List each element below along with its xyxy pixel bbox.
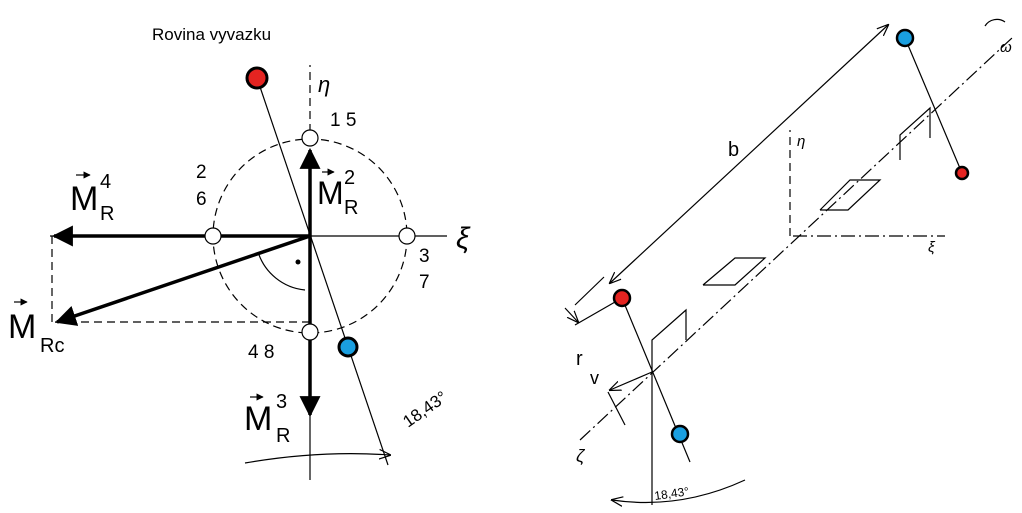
dimension-rv (610, 371, 653, 390)
vector-sub: R (344, 197, 358, 219)
right-diagram: b η ξ ω r v ζ 18,43° (564, 18, 1013, 505)
blue-mass (670, 424, 690, 444)
eta-label: η (797, 133, 805, 150)
point-label: 6 (196, 189, 207, 210)
balance-plane-line (256, 77, 389, 466)
dimension-rv (564, 307, 578, 322)
crank (819, 179, 882, 211)
vector-symbol: M (244, 400, 272, 438)
mass-line (904, 37, 963, 174)
crank (702, 257, 767, 286)
eta-label: η (318, 72, 330, 97)
point-marker (301, 323, 319, 341)
crank (899, 106, 931, 160)
point-marker (204, 227, 222, 245)
angle-arc (612, 479, 746, 503)
point-label: 3 (419, 246, 430, 267)
vector-sub: Rc (40, 335, 64, 357)
extension-line (574, 276, 605, 306)
blue-mass (337, 336, 359, 358)
point-marker (398, 227, 416, 245)
point-label: 2 (196, 162, 207, 183)
angle-label: 18,43° (653, 484, 690, 503)
vector-mrc (55, 234, 311, 326)
omega-arc (984, 18, 1006, 27)
r-label: r (576, 348, 583, 370)
blue-mass (895, 28, 915, 48)
angle-arc (244, 454, 390, 464)
omega-label: ω (1000, 39, 1012, 56)
crank (651, 308, 687, 372)
vector-sub: R (100, 203, 114, 225)
point-label: 1 5 (330, 110, 356, 131)
red-mass (954, 165, 970, 181)
vector-symbol: M (70, 180, 98, 218)
dimension-b (610, 25, 888, 283)
point-label: 7 (419, 272, 430, 293)
plane-label: Rovina vyvazku (152, 25, 271, 44)
b-label: b (728, 139, 739, 161)
point-label: 4 8 (248, 342, 274, 363)
vector-sup: 4 (100, 171, 111, 193)
point-marker (301, 129, 319, 147)
xi-label: ξ (928, 239, 936, 256)
vector-symbol: M (8, 308, 36, 346)
extension-line (607, 391, 626, 426)
xi-label: ξ (456, 222, 471, 255)
vector-symbol: M (317, 175, 344, 211)
red-mass (245, 66, 269, 90)
r-sub-label: v (590, 368, 599, 388)
vector-sup: 3 (276, 391, 287, 413)
vector-sup: 2 (344, 167, 355, 189)
red-mass (612, 288, 632, 308)
angle-arc (257, 251, 306, 291)
left-diagram: Rovina vyvazku η ξ 1 5 2 6 3 7 4 8 M 4 R… (8, 25, 471, 480)
right-angle-dot (295, 259, 301, 265)
vector-sub: R (276, 425, 290, 447)
rotation-axis (579, 37, 1013, 441)
zeta-label: ζ (576, 446, 586, 466)
angle-label: 18,43° (399, 387, 450, 431)
